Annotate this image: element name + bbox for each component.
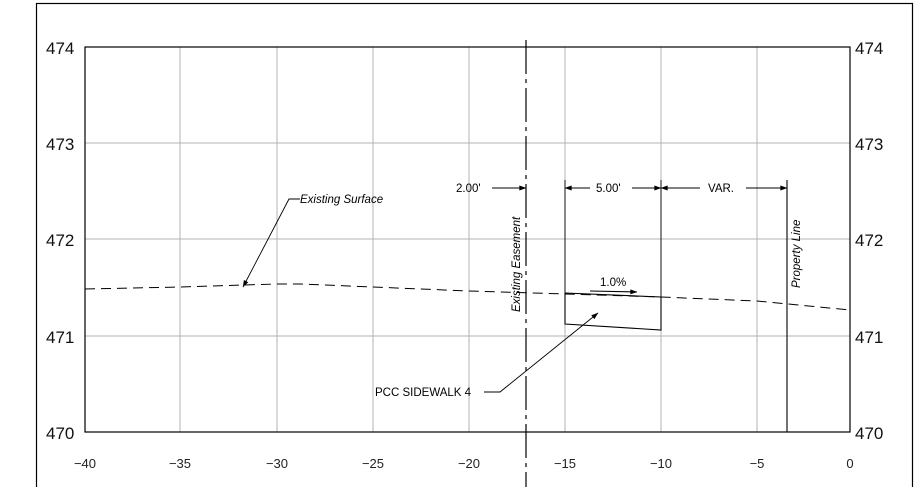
y-tick-right: 474 — [855, 39, 883, 58]
x-tick: −30 — [266, 456, 288, 471]
existing-surface-leader — [242, 198, 300, 288]
dim-mid-label: 5.00' — [596, 183, 621, 195]
existing-easement-label: Existing Easement — [511, 216, 523, 312]
slope-arrow — [589, 289, 638, 295]
x-tick: −40 — [74, 456, 96, 471]
existing-surface-label: Existing Surface — [300, 194, 383, 206]
dim-var-label: VAR. — [708, 183, 734, 195]
existing-surface-profile — [84, 283, 851, 311]
y-tick-left: 474 — [46, 39, 74, 58]
y-tick-right: 473 — [855, 135, 883, 154]
sidewalk-section — [564, 292, 662, 331]
x-tick: −10 — [650, 456, 672, 471]
x-tick: −5 — [750, 456, 765, 471]
x-tick: −20 — [458, 456, 480, 471]
plot-frame — [84, 46, 851, 433]
y-tick-left: 470 — [46, 424, 74, 443]
y-tick-right: 472 — [855, 231, 883, 250]
sidewalk-leader — [484, 312, 599, 393]
sidewalk-label: PCC SIDEWALK 4 — [375, 387, 472, 399]
y-tick-left: 471 — [46, 328, 74, 347]
x-tick: −35 — [169, 456, 191, 471]
property-line-label: Property Line — [791, 220, 803, 288]
y-tick-right: 470 — [855, 424, 883, 443]
dim-left-label: 2.00' — [456, 183, 481, 195]
x-tick: −25 — [362, 456, 384, 471]
slope-label: 1.0% — [600, 277, 626, 289]
y-tick-left: 472 — [46, 231, 74, 250]
sheet-border — [35, 2, 914, 487]
grid-lines — [85, 47, 850, 432]
y-tick-right: 471 — [855, 328, 883, 347]
x-tick: 0 — [846, 456, 853, 471]
x-tick: −15 — [554, 456, 576, 471]
y-tick-left: 473 — [46, 135, 74, 154]
